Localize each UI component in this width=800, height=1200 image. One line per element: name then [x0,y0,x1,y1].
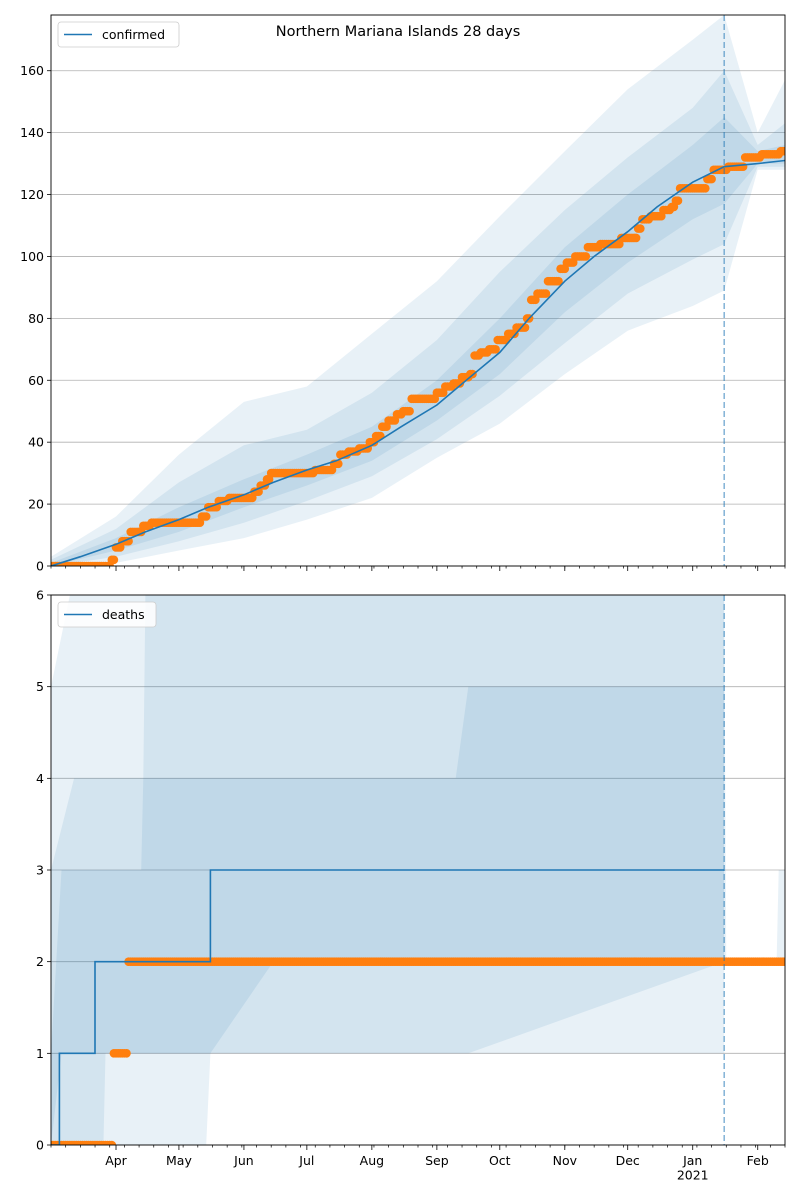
observed-point [201,512,211,521]
confirmed-panel: 0 20 40 60 80 100 120 140 160 confirmed [20,14,786,574]
plot-area [51,15,785,566]
figure-title: Northern Mariana Islands 28 days [276,24,521,40]
y-tick-label: 40 [28,435,44,450]
x-tick-label: Oct [489,1153,511,1168]
x-tick-label: Feb [747,1153,769,1168]
legend-box [57,601,157,628]
legend: confirmed [57,21,180,48]
y-tick-label: 100 [20,249,44,264]
x-tick-label: 2021 [677,1168,709,1183]
x-tick-label: Jan [682,1153,702,1168]
deaths-panel: 0 1 2 3 4 5 6 Apr May Jun Jul Aug Sep Oct Nov Dec Jan202… [36,588,786,1183]
observed-point [707,174,716,184]
observed-point [636,224,645,233]
y-tick-label: 0 [36,559,44,574]
y-tick-label: 5 [36,679,44,694]
y-tick-label: 0 [36,1138,44,1153]
y-tick-label: 120 [20,187,44,202]
y-tick-label: 3 [36,863,44,878]
observed-point [376,431,385,441]
y-tick-label: 60 [28,373,44,388]
observed-point [122,1049,131,1058]
observed-point [541,289,551,298]
x-tick-label: Apr [105,1153,127,1168]
observed-point [738,162,748,171]
y-tick-label: 4 [36,771,44,786]
observed-point [554,276,563,286]
observed-point [405,406,414,416]
x-tick-label: Dec [616,1153,640,1168]
x-tick-label: Nov [553,1153,578,1168]
x-tick-label: Jun [233,1153,254,1168]
observed-point [581,252,591,261]
y-tick-label: 1 [36,1046,44,1061]
uncertainty-band-outer [51,15,785,566]
x-tick-label: Sep [425,1153,449,1168]
y-tick-label: 140 [20,125,44,140]
legend-label: confirmed [102,27,165,42]
x-tick-label: Jul [298,1153,314,1168]
observed-point [701,184,710,193]
observed-point [631,233,641,243]
legend-box [57,21,180,48]
y-tick-label: 80 [28,311,44,326]
x-tick-label: May [166,1153,192,1168]
uncertainty-band-inner [51,686,725,1145]
plot-area [51,595,785,1145]
observed-point [780,957,785,966]
model-line-deaths [51,869,725,1145]
legend-label: deaths [102,607,145,622]
y-tick-label: 6 [36,588,44,603]
uncertainty-band-middle [51,70,785,566]
observed-point [780,146,785,156]
y-tick-label: 20 [28,497,44,512]
observed-point [107,1140,117,1145]
observed-point [491,345,500,354]
y-tick-label: 160 [20,63,44,78]
legend: deaths [57,601,157,628]
observed-point [673,196,683,205]
uncertainty-band-inner [51,117,785,566]
observed-point [109,555,119,565]
model-line-confirmed [51,159,785,566]
y-tick-label: 2 [36,954,44,969]
x-tick-label: Aug [360,1153,384,1168]
